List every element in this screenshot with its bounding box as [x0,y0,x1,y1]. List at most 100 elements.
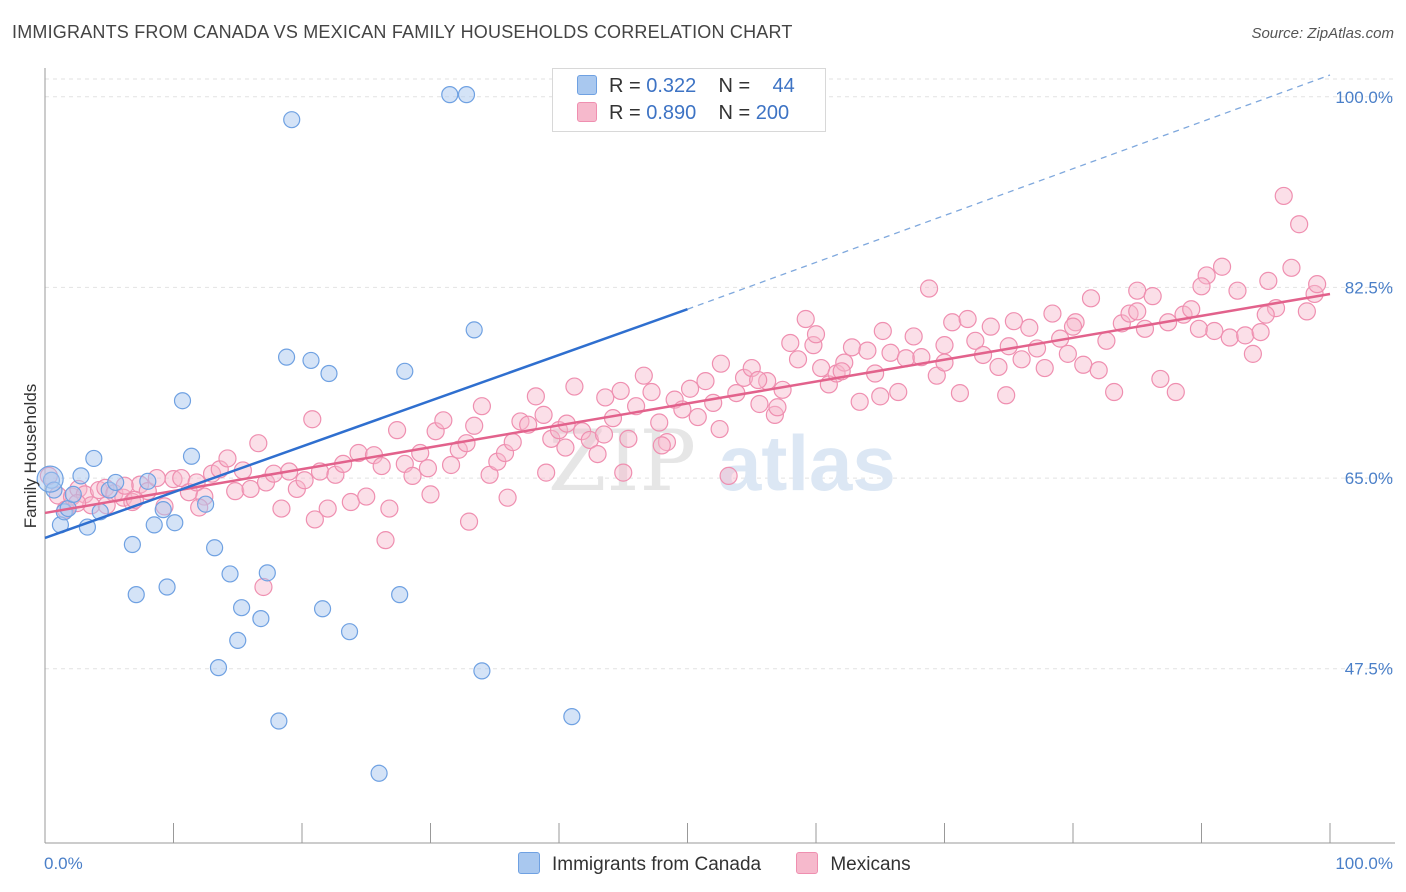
mexicans-point [650,413,669,432]
mexicans-point [812,358,831,378]
canada-point [173,392,192,410]
canada-trend-extension [687,74,1331,310]
mexicans-point [904,327,923,346]
mexicans-point [842,338,862,357]
mexicans-point [241,479,260,499]
mexicans-point [503,433,522,452]
legend-row-canada: R = 0.322 N = 44 [577,75,795,101]
legend-r-label: R = [609,102,641,124]
mexicans-point [919,279,939,298]
mexicans-point [710,419,729,439]
canada-point [313,600,332,618]
mexicans-point [873,321,892,341]
mexicans-point [1290,215,1309,234]
mexicans-point [804,336,823,355]
mexicans-point [357,487,376,506]
mexicans-point [657,433,677,452]
mexicans-point [537,463,556,482]
mexicans-point [950,383,970,403]
mexicans-point [1166,382,1185,402]
mexicans-point [1243,344,1263,363]
mexicans-point [881,343,900,362]
mexicans-point [781,333,800,353]
mexicans-point [1274,186,1293,206]
mexicans-point [580,430,599,450]
canada-point [441,86,459,104]
canada-points [36,86,581,782]
canada-point [107,473,125,492]
mexicans-point [218,449,237,468]
mexicans-point [1058,344,1077,363]
mexicans-point [303,410,322,429]
legend-row-mexicans: R = 0.890 N = 200 [577,102,789,128]
canada-point [158,578,176,596]
mexicans-point [912,348,931,367]
y-tick-labels: 47.5% 65.0% 82.5% 100.0% [1335,88,1393,679]
canada-point [302,351,320,370]
mexicans-point [565,377,584,396]
mexicans-point [1081,289,1101,308]
source-credit: Source: ZipAtlas.com [1251,25,1394,42]
canada-point [72,467,90,485]
mexicans-point [418,459,438,478]
series-legend: Immigrants from Canada Mexicans [518,852,941,876]
mexicans-point [806,325,826,344]
mexicans-point [295,471,314,490]
legend-n-value: 200 [755,102,790,124]
mexicans-point [871,387,890,406]
mexicans-point [272,499,291,518]
canada-point [36,465,64,493]
canada-point [139,472,157,490]
canada-point [197,495,215,513]
mexicans-point [1135,319,1155,338]
mexicans-point [387,421,407,440]
mexicans-point [642,382,661,402]
mexicans-point [372,456,391,476]
legend-swatch-mexicans [577,102,597,122]
canada-point [166,514,184,532]
mexicans-point [441,455,461,475]
x-tick-labels: 0.0% 100.0% [44,854,1393,873]
y-tick-label: 47.5% [1345,660,1393,679]
mexicans-point [719,466,738,485]
canada-point [182,447,201,465]
canada-point [465,321,483,339]
canada-point [391,586,409,604]
mexicans-point [711,354,731,373]
canada-point [233,599,251,617]
mexicans-point [465,416,484,435]
chart-title: IMMIGRANTS FROM CANADA VS MEXICAN FAMILY… [12,22,793,42]
canada-point [258,564,276,582]
mexicans-point [1189,319,1209,338]
mexicans-point [768,398,787,417]
canada-point [457,86,476,104]
mexicans-point [1105,382,1124,402]
canada-trend-line [44,308,688,540]
legend-n-label: N = [718,102,751,124]
mexicans-point [619,429,638,448]
mexicans-point [164,470,183,489]
canada-point [473,662,491,680]
canada-point [320,364,338,383]
grid-lines [45,78,1395,670]
mexicans-point [249,434,268,453]
canada-point [145,516,163,534]
mexicans-point [999,337,1018,356]
legend-n-value: 44 [772,75,795,97]
mexicans-point [1043,304,1062,323]
canada-point [123,535,141,554]
mexicans-point [1192,277,1211,296]
mexicans-point [966,331,985,350]
mexicans-point [1151,369,1170,389]
axes [44,68,1395,844]
series-swatch-mexicans [796,852,819,874]
series-swatch-canada [518,852,540,874]
mexicans-point [349,443,368,463]
mexicans-point [1063,317,1083,336]
mexicans-point [305,510,324,529]
canada-point [277,348,296,366]
mexicans-point [534,405,553,424]
canada-point [221,565,239,583]
legend-r-value: 0.322 [646,75,697,97]
